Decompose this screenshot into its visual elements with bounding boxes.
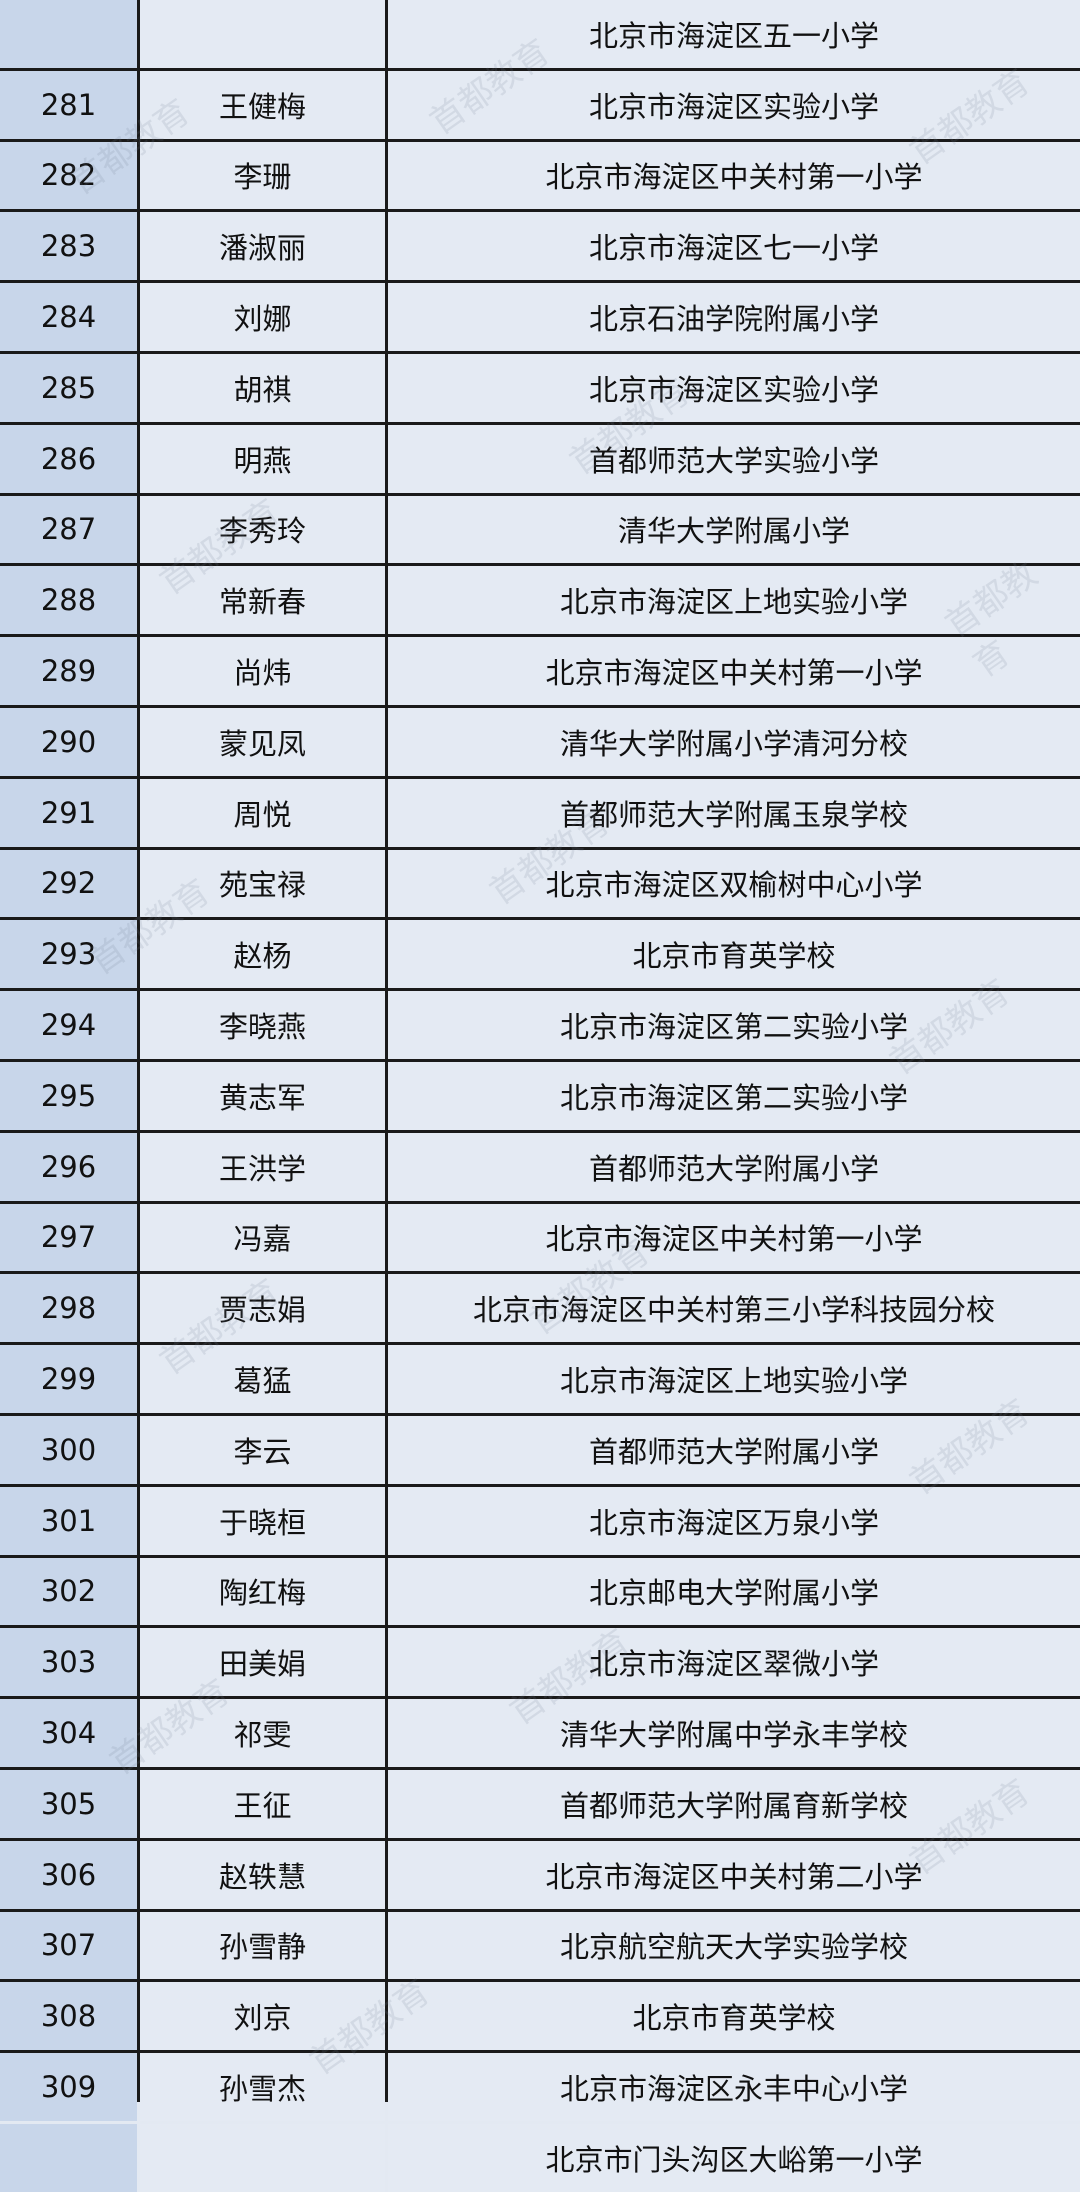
row-number: 297: [0, 1203, 137, 1272]
school-name: 首都师范大学附属小学: [388, 1132, 1080, 1201]
school-name: 北京石油学院附属小学: [388, 283, 1080, 351]
teacher-name: 王洪学: [140, 1132, 385, 1201]
school-name: 北京市育英学校: [388, 920, 1080, 989]
school-name: 北京市海淀区中关村第二小学: [388, 1840, 1080, 1909]
teacher-name: 田美娟: [140, 1628, 385, 1697]
teacher-name: 黄志军: [140, 1061, 385, 1130]
row-number: 304: [0, 1699, 137, 1767]
row-number: 282: [0, 141, 137, 210]
row-number: 298: [0, 1274, 137, 1343]
teacher-name: 孙雪杰: [140, 2053, 385, 2121]
teacher-name: 葛猛: [140, 1345, 385, 1413]
school-name: 北京市海淀区五一小学: [388, 0, 1080, 68]
school-name: 北京市海淀区实验小学: [388, 70, 1080, 139]
teacher-name: [140, 0, 385, 68]
row-number: 305: [0, 1769, 137, 1838]
row-number: 287: [0, 495, 137, 564]
teacher-name: 蒙见凤: [140, 707, 385, 776]
school-name: 北京市海淀区翠微小学: [388, 1628, 1080, 1697]
teacher-name: 刘娜: [140, 283, 385, 351]
school-name: 北京邮电大学附属小学: [388, 1557, 1080, 1626]
school-name: 北京市海淀区上地实验小学: [388, 566, 1080, 635]
school-name: 首都师范大学附属玉泉学校: [388, 778, 1080, 847]
school-name: 北京市海淀区实验小学: [388, 353, 1080, 422]
row-number: 294: [0, 991, 137, 1059]
row-number: 299: [0, 1345, 137, 1413]
school-name: 北京市海淀区上地实验小学: [388, 1345, 1080, 1413]
row-number: [0, 0, 137, 68]
teacher-name: 冯嘉: [140, 1203, 385, 1272]
row-number: 303: [0, 1628, 137, 1697]
school-name: 北京市海淀区第二实验小学: [388, 1061, 1080, 1130]
school-name: 北京市海淀区第二实验小学: [388, 991, 1080, 1059]
row-number: 306: [0, 1840, 137, 1909]
teacher-name: 王征: [140, 1769, 385, 1838]
school-name: 北京市门头沟区大峪第一小学: [388, 2123, 1080, 2192]
school-name: 北京市育英学校: [388, 1982, 1080, 2051]
row-number: 286: [0, 424, 137, 493]
school-name: 清华大学附属小学清河分校: [388, 707, 1080, 776]
row-number: 307: [0, 1911, 137, 1980]
teacher-name: 孙雪静: [140, 1911, 385, 1980]
teacher-name: 李晓燕: [140, 991, 385, 1059]
school-name: 首都师范大学实验小学: [388, 424, 1080, 493]
teacher-name: 潘淑丽: [140, 212, 385, 281]
row-number: 291: [0, 778, 137, 847]
teacher-name: 苑宝禄: [140, 849, 385, 918]
row-number: 309: [0, 2053, 137, 2121]
row-number: [0, 2123, 137, 2192]
teacher-name: 赵杨: [140, 920, 385, 989]
teacher-name: 陶红梅: [140, 1557, 385, 1626]
row-number: 285: [0, 353, 137, 422]
teacher-name: 李珊: [140, 141, 385, 210]
row-number: 288: [0, 566, 137, 635]
row-number: 281: [0, 70, 137, 139]
school-name: 北京市海淀区双榆树中心小学: [388, 849, 1080, 918]
teacher-name: 李云: [140, 1415, 385, 1484]
row-number: 289: [0, 637, 137, 705]
school-name: 清华大学附属中学永丰学校: [388, 1699, 1080, 1767]
school-name: 北京市海淀区永丰中心小学: [388, 2053, 1080, 2121]
row-number: 308: [0, 1982, 137, 2051]
teacher-name: 刘京: [140, 1982, 385, 2051]
school-name: 北京市海淀区万泉小学: [388, 1486, 1080, 1555]
row-number: 293: [0, 920, 137, 989]
row-number: 283: [0, 212, 137, 281]
teacher-name: 祁雯: [140, 1699, 385, 1767]
teacher-name: 赵轶慧: [140, 1840, 385, 1909]
teacher-name: 周悦: [140, 778, 385, 847]
teacher-name: 胡祺: [140, 353, 385, 422]
school-name: 首都师范大学附属育新学校: [388, 1769, 1080, 1838]
teacher-name: 李秀玲: [140, 495, 385, 564]
teacher-name: 于晓桓: [140, 1486, 385, 1555]
teacher-name: 常新春: [140, 566, 385, 635]
row-number: 302: [0, 1557, 137, 1626]
teacher-name: 尚炜: [140, 637, 385, 705]
row-number: 301: [0, 1486, 137, 1555]
row-number: 292: [0, 849, 137, 918]
teacher-name: [140, 2123, 385, 2192]
school-name: 北京市海淀区中关村第一小学: [388, 637, 1080, 705]
school-name: 北京市海淀区中关村第三小学科技园分校: [388, 1274, 1080, 1343]
school-name: 北京航空航天大学实验学校: [388, 1911, 1080, 1980]
school-name: 北京市海淀区七一小学: [388, 212, 1080, 281]
school-name: 北京市海淀区中关村第一小学: [388, 141, 1080, 210]
school-name: 北京市海淀区中关村第一小学: [388, 1203, 1080, 1272]
row-number: 300: [0, 1415, 137, 1484]
school-name: 首都师范大学附属小学: [388, 1415, 1080, 1484]
row-number: 295: [0, 1061, 137, 1130]
row-number: 284: [0, 283, 137, 351]
school-name: 清华大学附属小学: [388, 495, 1080, 564]
teacher-name: 贾志娟: [140, 1274, 385, 1343]
row-number: 296: [0, 1132, 137, 1201]
teacher-name: 明燕: [140, 424, 385, 493]
row-number: 290: [0, 707, 137, 776]
teacher-name: 王健梅: [140, 70, 385, 139]
